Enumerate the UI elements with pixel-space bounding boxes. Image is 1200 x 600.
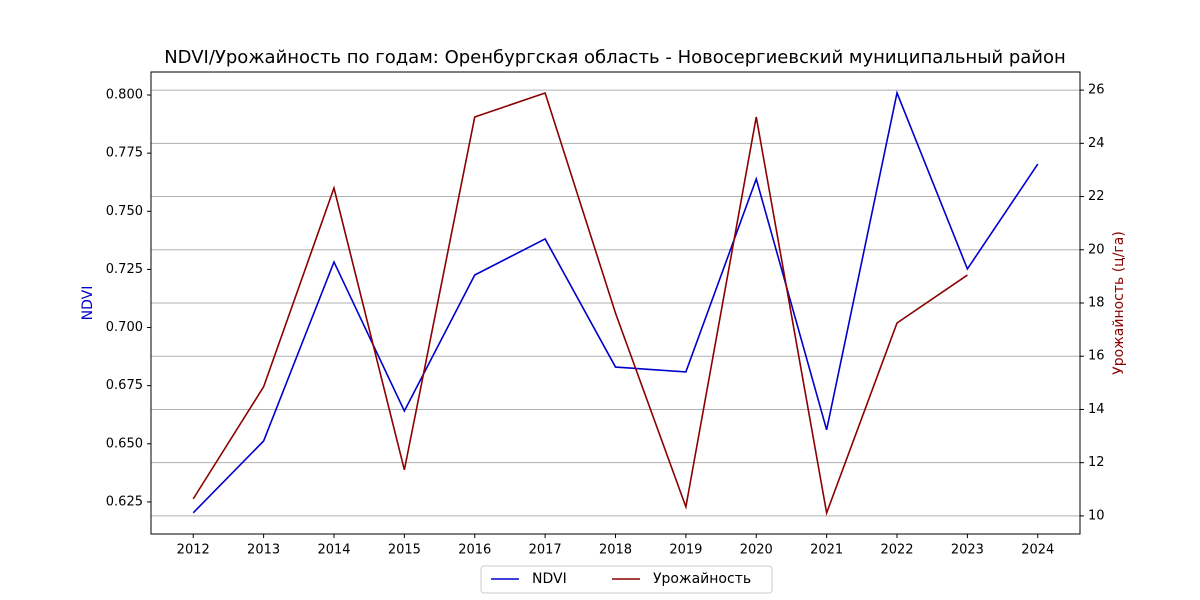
y2-axis-label: Урожайность (ц/га) xyxy=(1111,231,1127,375)
series-line xyxy=(192,92,968,517)
chart-title: NDVI/Урожайность по годам: Оренбургская … xyxy=(164,47,1066,68)
y-tick-label: 0.625 xyxy=(106,494,143,509)
x-tick-label: 2017 xyxy=(529,543,562,558)
y2-tick-label: 14 xyxy=(1088,402,1105,417)
x-tick-label: 2023 xyxy=(951,543,984,558)
x-tick-label: 2022 xyxy=(880,543,913,558)
y-tick-label: 0.725 xyxy=(106,262,143,277)
y2-tick-label: 22 xyxy=(1088,189,1105,204)
y-tick-label: 0.700 xyxy=(106,320,143,335)
y2-tick-label: 16 xyxy=(1088,349,1105,364)
x-tick-label: 2012 xyxy=(177,543,210,558)
x-tick-label: 2021 xyxy=(810,543,843,558)
y-tick-label: 0.775 xyxy=(106,146,143,161)
y-tick-label: 0.650 xyxy=(106,436,143,451)
y2-tick-label: 18 xyxy=(1088,296,1105,311)
plot-frame xyxy=(150,71,1081,535)
x-tick-label: 2024 xyxy=(1021,543,1054,558)
y-tick-label: 0.675 xyxy=(106,378,143,393)
y2-tick-label: 10 xyxy=(1088,508,1105,523)
x-tick-label: 2013 xyxy=(247,543,280,558)
legend-label: NDVI xyxy=(532,571,567,587)
y-tick-label: 0.800 xyxy=(106,88,143,103)
x-tick-label: 2018 xyxy=(599,543,632,558)
y2-tick-label: 12 xyxy=(1088,455,1105,470)
x-tick-label: 2014 xyxy=(317,543,350,558)
x-tick-label: 2015 xyxy=(388,543,421,558)
y-axis-label: NDVI xyxy=(80,286,96,321)
legend-label: Урожайность xyxy=(653,571,751,587)
x-tick-label: 2020 xyxy=(740,543,773,558)
y2-tick-label: 20 xyxy=(1088,242,1105,257)
series-line xyxy=(192,90,1039,514)
x-tick-label: 2016 xyxy=(458,543,491,558)
y2-tick-label: 24 xyxy=(1088,136,1105,151)
y-tick-label: 0.750 xyxy=(106,204,143,219)
x-tick-label: 2019 xyxy=(669,543,702,558)
y2-tick-label: 26 xyxy=(1088,83,1105,98)
